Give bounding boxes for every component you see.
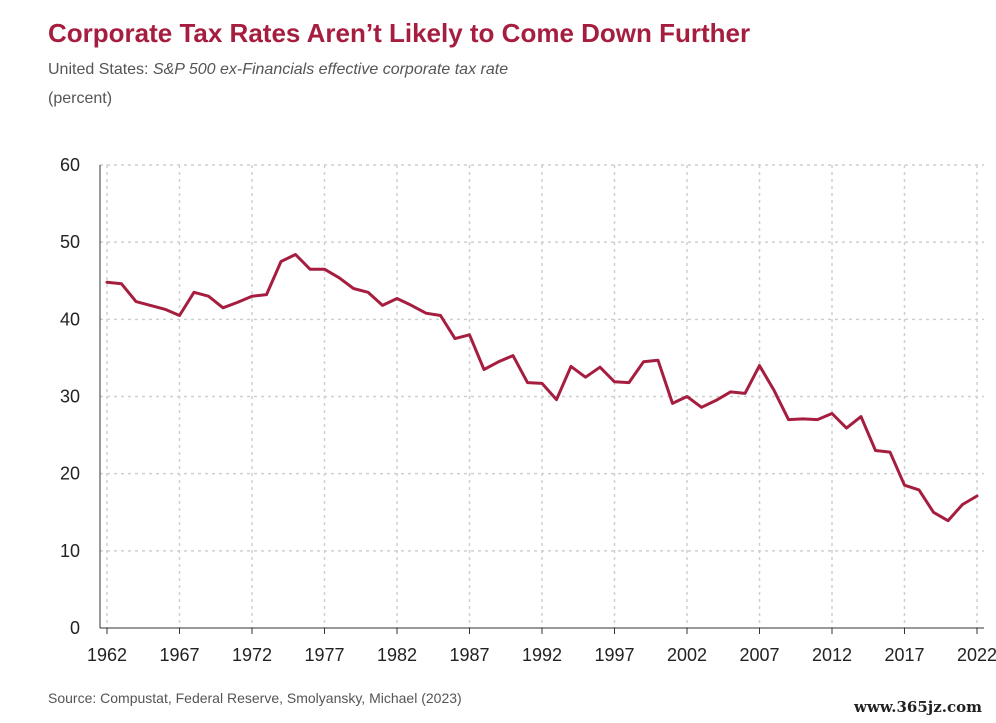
x-tick-label: 2012	[812, 645, 852, 665]
x-tick-label: 2022	[957, 645, 996, 665]
y-tick-label: 50	[60, 232, 80, 252]
x-tick-label: 1987	[449, 645, 489, 665]
chart-title: Corporate Tax Rates Aren’t Likely to Com…	[48, 18, 751, 48]
y-tick-label: 60	[60, 155, 80, 175]
y-tick-label: 30	[60, 387, 80, 407]
x-tick-label: 2002	[667, 645, 707, 665]
subtitle-prefix: United States:	[48, 61, 153, 78]
watermark: www.365jz.com	[854, 698, 982, 716]
x-tick-label: 1982	[377, 645, 417, 665]
x-tick-label: 1972	[232, 645, 272, 665]
unit-label: (percent)	[48, 90, 113, 107]
y-tick-label: 20	[60, 464, 80, 484]
y-tick-label: 10	[60, 541, 80, 561]
source-note: Source: Compustat, Federal Reserve, Smol…	[48, 690, 462, 706]
chart-subtitle: United States: S&P 500 ex-Financials eff…	[48, 61, 508, 79]
x-tick-label: 2017	[884, 645, 924, 665]
line-chart: 0 10 20 30 40 50 60 1962 1967 1972 1977 1982 1987 199…	[60, 155, 996, 665]
x-tick-label: 1992	[522, 645, 562, 665]
subtitle-series: S&P 500 ex-Financials effective corporat…	[152, 61, 509, 78]
x-tick-label: 1967	[159, 645, 199, 665]
x-tick-label: 1962	[87, 645, 127, 665]
x-tick-label: 2007	[739, 645, 779, 665]
x-tick-label: 1977	[304, 645, 344, 665]
x-tick-label: 1997	[594, 645, 634, 665]
series-line	[105, 253, 979, 523]
y-tick-label: 0	[70, 618, 80, 638]
y-tick-label: 40	[60, 309, 80, 329]
